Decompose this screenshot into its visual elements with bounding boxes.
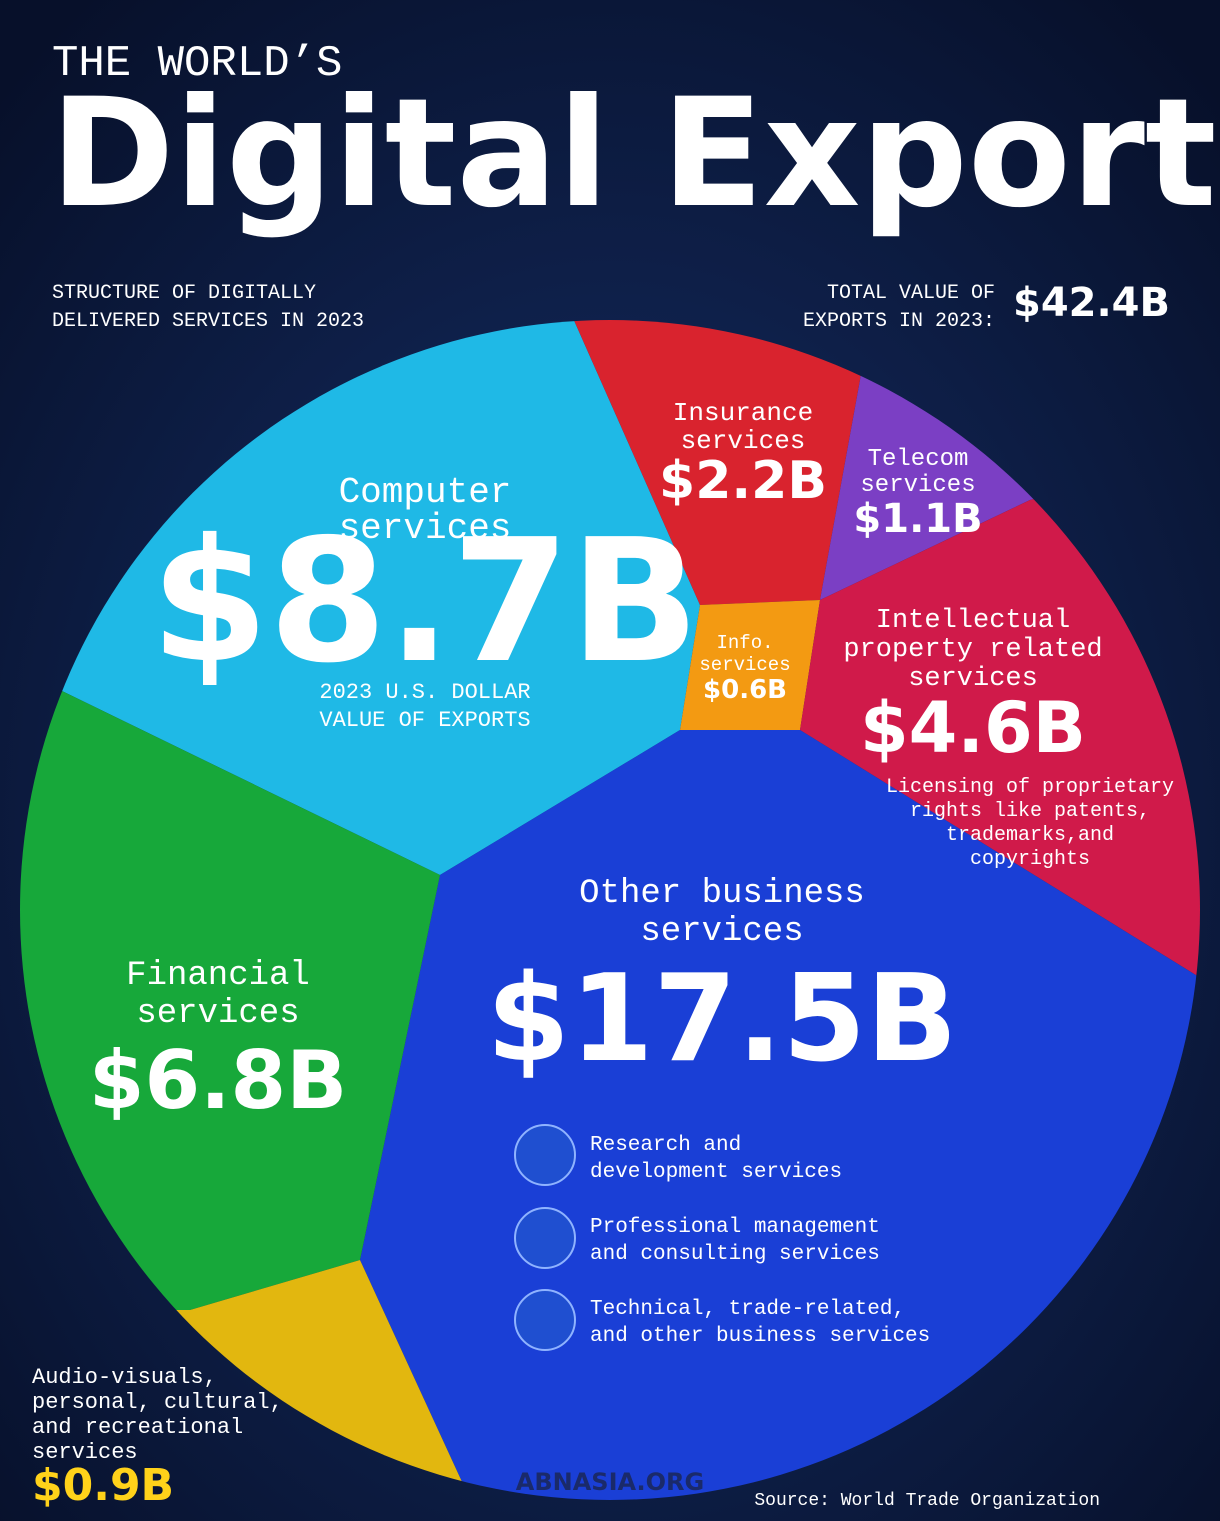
segment-note: 2023 U.S. DOLLAR xyxy=(319,680,530,705)
segment-value: $8.7B xyxy=(150,503,699,701)
title: Digital Exports xyxy=(50,67,1220,241)
segment-label: Info. xyxy=(716,632,773,654)
item: development services xyxy=(590,1161,842,1184)
segment-value: $2.2B xyxy=(659,451,827,511)
segment-label: services xyxy=(681,426,806,456)
segment-note: trademarks,and xyxy=(946,824,1114,847)
total-value: $42.4B xyxy=(1013,280,1170,326)
icon xyxy=(514,1207,576,1269)
item: and other business services xyxy=(590,1325,930,1348)
segment-label: personal, cultural, xyxy=(32,1390,283,1415)
source: Source: World Trade Organization xyxy=(754,1491,1100,1511)
segment-label: Audio-visuals, xyxy=(32,1365,217,1390)
watermark: ABNASIA.ORG xyxy=(516,1468,704,1496)
segment-label: Intellectual xyxy=(876,606,1070,636)
segment-label: Other business xyxy=(579,875,865,913)
segment-value: $17.5B xyxy=(486,950,957,1089)
total-label: TOTAL VALUE OF xyxy=(827,282,995,305)
info-shape xyxy=(680,600,820,730)
financial-shape xyxy=(20,690,440,1310)
total-label: EXPORTS IN 2023: xyxy=(803,310,995,333)
segment-label: services xyxy=(339,508,512,549)
item: and consulting services xyxy=(590,1243,880,1266)
segment-note: copyrights xyxy=(970,848,1090,871)
segment-label: services xyxy=(640,913,803,951)
segment-value: $1.1B xyxy=(853,496,982,542)
segment-label: property related xyxy=(843,635,1102,665)
segment-label: Computer xyxy=(339,472,512,513)
segment-label: services xyxy=(699,654,790,676)
segment-label: services xyxy=(908,664,1038,694)
icon xyxy=(514,1124,576,1186)
segment-label: and recreational xyxy=(32,1415,243,1440)
kicker: THE WORLD’S xyxy=(52,39,342,89)
segment-label: Financial xyxy=(126,957,310,995)
segment-label: services xyxy=(32,1440,138,1465)
segment-label: Insurance xyxy=(673,398,813,428)
segment-label: services xyxy=(136,995,299,1033)
segment-note: rights like patents, xyxy=(910,800,1150,823)
segment-note: Licensing of proprietary xyxy=(886,776,1174,799)
item: Research and xyxy=(590,1134,741,1157)
item: Technical, trade-related, xyxy=(590,1298,905,1321)
segment-value: $0.9B xyxy=(32,1460,174,1511)
item: Professional management xyxy=(590,1216,880,1239)
segment-label: Telecom xyxy=(868,446,969,473)
segment-value: $4.6B xyxy=(860,687,1086,769)
segment-value: $0.6B xyxy=(703,675,787,705)
insurance-shape xyxy=(565,320,870,605)
segment-note: VALUE OF EXPORTS xyxy=(319,708,530,733)
icon xyxy=(514,1289,576,1351)
segment-label: services xyxy=(860,472,975,499)
subtitle: DELIVERED SERVICES IN 2023 xyxy=(52,310,364,333)
segment-value: $6.8B xyxy=(89,1034,347,1127)
subtitle: STRUCTURE OF DIGITALLY xyxy=(52,282,316,305)
